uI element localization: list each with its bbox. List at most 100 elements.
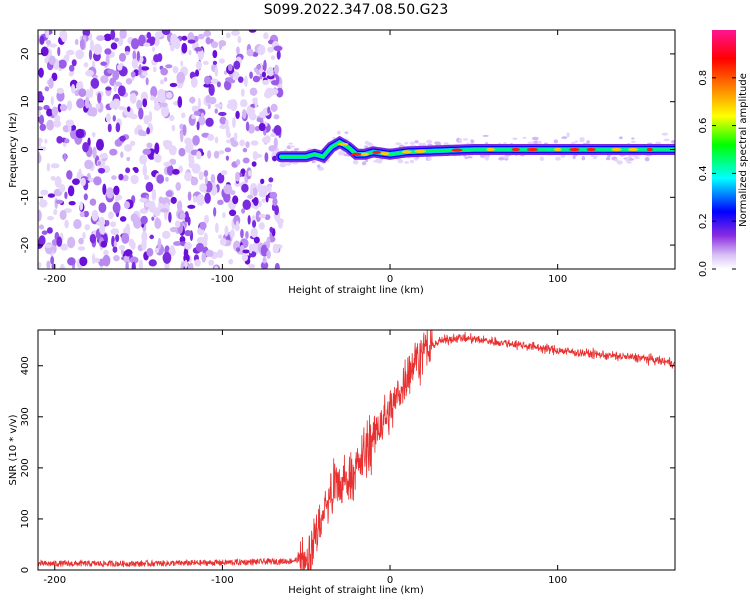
- halo-cell: [286, 145, 292, 150]
- spectrogram-x-ticks: -200 -100 0 100: [43, 30, 567, 285]
- halo-cell: [293, 148, 300, 151]
- noise-cell: [242, 157, 250, 164]
- noise-cell: [90, 78, 100, 89]
- halo-cell: [361, 161, 367, 166]
- noise-cell: [99, 224, 106, 235]
- noise-cell: [214, 66, 219, 77]
- noise-cell: [260, 261, 269, 269]
- noise-cell: [113, 84, 117, 92]
- noise-cell: [187, 39, 196, 44]
- noise-cell: [190, 176, 199, 186]
- noise-cell: [105, 113, 111, 123]
- halo-cell: [414, 140, 419, 144]
- halo-cell: [618, 136, 623, 140]
- noise-cell: [54, 114, 61, 122]
- noise-cell: [268, 145, 277, 152]
- ridge-hotspot: [586, 147, 596, 152]
- noise-cell: [40, 195, 44, 204]
- noise-cell: [123, 254, 131, 264]
- noise-cell: [89, 86, 94, 98]
- ridge-hotspot: [627, 147, 639, 152]
- noise-cell: [53, 119, 62, 128]
- noise-cell: [213, 150, 220, 159]
- halo-cell: [337, 151, 344, 156]
- noise-cell: [176, 71, 186, 84]
- noise-cell: [161, 230, 171, 239]
- noise-cell: [253, 196, 259, 206]
- noise-cell: [111, 175, 117, 180]
- noise-cell: [248, 30, 257, 33]
- noise-cell: [71, 59, 77, 67]
- noise-cell: [175, 182, 182, 191]
- noise-cell: [259, 73, 263, 80]
- noise-cell: [97, 161, 101, 166]
- noise-cell: [219, 124, 228, 130]
- y-tick-label: 0: [20, 146, 31, 152]
- noise-cell: [219, 42, 223, 51]
- noise-cell: [250, 140, 259, 146]
- noise-cell: [193, 110, 201, 116]
- noise-cell: [267, 46, 274, 53]
- noise-cell: [129, 256, 139, 264]
- halo-cell: [368, 143, 374, 148]
- noise-cell: [146, 142, 153, 149]
- noise-cell: [240, 88, 245, 97]
- noise-cell: [144, 201, 151, 208]
- noise-cell: [245, 231, 249, 239]
- y-tick-label: -20: [20, 237, 31, 253]
- ridge-hotspot: [414, 149, 427, 154]
- noise-cell: [57, 46, 61, 57]
- noise-cell: [153, 54, 161, 63]
- x-tick-label: 100: [548, 575, 567, 586]
- noise-cell: [114, 37, 119, 42]
- noise-cell: [83, 210, 90, 218]
- noise-cell: [56, 136, 63, 144]
- noise-cell: [207, 133, 215, 141]
- noise-cell: [205, 37, 211, 45]
- noise-cell: [58, 184, 66, 193]
- halo-cell: [616, 160, 623, 165]
- noise-cell: [219, 238, 227, 246]
- spectrogram-marks: [38, 30, 675, 269]
- noise-cell: [218, 111, 227, 117]
- noise-cell: [38, 94, 45, 103]
- noise-cell: [64, 191, 68, 200]
- noise-cell: [258, 122, 266, 132]
- noise-cell: [118, 173, 124, 181]
- noise-cell: [228, 258, 234, 265]
- noise-cell: [64, 219, 69, 229]
- noise-cell: [140, 208, 146, 214]
- noise-cell: [241, 208, 246, 214]
- noise-cell: [44, 243, 53, 249]
- x-tick-label: -200: [43, 575, 66, 586]
- noise-cell: [50, 175, 56, 181]
- noise-cell: [84, 224, 91, 231]
- halo-cell: [566, 132, 570, 138]
- noise-cell: [110, 42, 118, 50]
- noise-cell: [105, 219, 110, 227]
- ridge-hotspot: [360, 152, 369, 156]
- noise-cell: [241, 108, 247, 120]
- y-tick-label: -10: [20, 189, 31, 205]
- colorbar-gradient: [712, 30, 736, 269]
- ridge-hotspot: [511, 147, 520, 152]
- noise-cell: [224, 225, 229, 237]
- noise-cell: [252, 220, 257, 228]
- x-tick-label: -200: [43, 274, 66, 285]
- noise-cell: [199, 221, 207, 230]
- noise-cell: [212, 60, 218, 65]
- halo-cell: [644, 156, 650, 162]
- noise-cell: [68, 64, 75, 72]
- noise-cell: [40, 189, 49, 196]
- halo-cell: [553, 139, 559, 144]
- noise-cell: [220, 170, 228, 176]
- noise-cell: [184, 259, 188, 269]
- noise-cell: [84, 159, 94, 170]
- noise-cell: [247, 124, 256, 134]
- y-tick-label: 300: [20, 407, 31, 426]
- noise-cell: [78, 237, 84, 245]
- noise-cell: [93, 43, 103, 55]
- noise-cell: [273, 64, 280, 75]
- noise-cell: [113, 185, 120, 196]
- noise-cell: [170, 196, 177, 204]
